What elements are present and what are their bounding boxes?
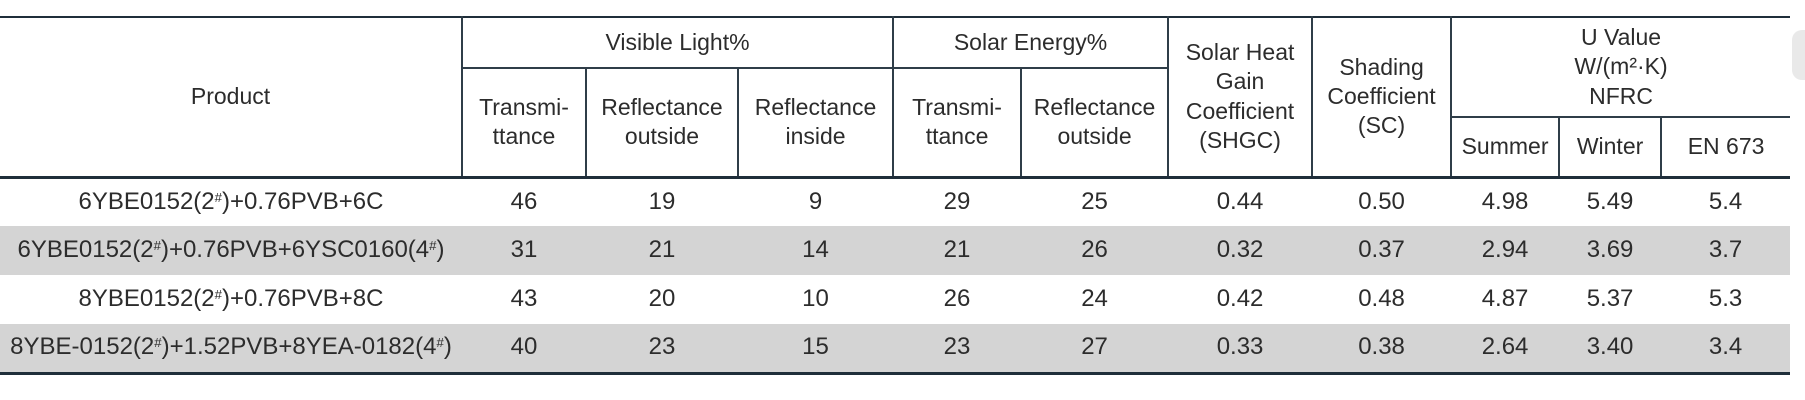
- superscript-hash: #: [436, 335, 444, 351]
- value-cell: 3.69: [1586, 236, 1634, 264]
- table-header: Product Visible Light% Solar Energy% Sol…: [0, 17, 1791, 179]
- value-cell: 0.44: [1216, 187, 1264, 215]
- header-vl-transmittance: Transmi- ttance: [462, 68, 587, 179]
- superscript-hash: #: [214, 189, 222, 205]
- header-shgc: Solar Heat Gain Coefficient (SHGC): [1168, 17, 1314, 179]
- superscript-hash: #: [154, 335, 162, 351]
- value-cell: 43: [510, 285, 538, 313]
- value-cell: 21: [648, 236, 676, 264]
- table-row: 6YBE0152(2#)+0.76PVB+6C 46 19 9 29 25 0.44 0.50…: [0, 177, 1790, 226]
- header-shading-coefficient: Shading Coefficient (SC): [1312, 17, 1453, 179]
- value-cell: 0.37: [1358, 236, 1405, 264]
- value-cell: 29: [943, 187, 971, 215]
- superscript-hash: #: [153, 237, 161, 253]
- value-cell: 0.32: [1216, 236, 1264, 264]
- value-cell: 5.3: [1708, 285, 1743, 313]
- value-cell: 27: [1021, 324, 1169, 375]
- header-se-transmittance: Transmi- ttance: [893, 68, 1023, 179]
- product-cell: 8YBE0152(2#)+0.76PVB+8C: [78, 285, 384, 313]
- value-cell: 0.50: [1358, 187, 1405, 215]
- value-cell: 10: [802, 285, 829, 313]
- table-row: 8YBE0152(2#)+0.76PVB+8C 43 20 10 26 24 0.42 0.4…: [0, 275, 1790, 324]
- value-cell: 5.49: [1586, 187, 1634, 215]
- header-group-u-value: U Value W/(m²·K) NFRC: [1451, 17, 1791, 118]
- value-cell: 46: [510, 187, 538, 215]
- product-cell: 6YBE0152(2#)+0.76PVB+6C: [78, 187, 384, 215]
- value-cell: 24: [1081, 285, 1108, 313]
- header-group-solar-energy: Solar Energy%: [893, 17, 1170, 69]
- product-cell: 6YBE0152(2#)+0.76PVB+6YSC0160(4#): [17, 236, 445, 264]
- value-cell: 2.94: [1481, 236, 1529, 264]
- page-corner-decoration: [1792, 30, 1805, 80]
- value-cell: 23: [586, 324, 738, 375]
- value-cell: 5.4: [1708, 187, 1743, 215]
- value-cell: 0.42: [1216, 285, 1264, 313]
- table-row: 8YBE-0152(2#)+1.52PVB+8YEA-0182(4#) 40 23 1…: [0, 324, 1791, 375]
- value-cell: 26: [943, 285, 971, 313]
- value-cell: 4.87: [1481, 285, 1529, 313]
- glass-spec-table: Product Visible Light% Solar Energy% Sol…: [0, 16, 1791, 375]
- value-cell: 31: [510, 236, 538, 264]
- header-vl-reflectance-outside: Reflectance outside: [586, 68, 739, 179]
- header-se-reflectance-outside: Reflectance outside: [1021, 68, 1170, 179]
- value-cell: 3.4: [1661, 324, 1791, 375]
- header-u-en673: EN 673: [1661, 117, 1791, 179]
- value-cell: 15: [738, 324, 894, 375]
- value-cell: 3.40: [1559, 324, 1662, 375]
- value-cell: 19: [648, 187, 676, 215]
- value-cell: 3.7: [1708, 236, 1743, 264]
- value-cell: 5.37: [1586, 285, 1634, 313]
- value-cell: 0.33: [1168, 324, 1313, 375]
- value-cell: 20: [648, 285, 676, 313]
- product-cell: 8YBE-0152(2#)+1.52PVB+8YEA-0182(4#): [0, 324, 462, 375]
- header-vl-reflectance-inside: Reflectance inside: [738, 68, 895, 179]
- value-cell: 23: [893, 324, 1022, 375]
- value-cell: 2.64: [1451, 324, 1560, 375]
- table-body: 6YBE0152(2#)+0.76PVB+6C 46 19 9 29 25 0.44 0.50…: [0, 177, 1791, 375]
- superscript-hash: #: [429, 237, 437, 253]
- value-cell: 0.48: [1358, 285, 1405, 313]
- value-cell: 26: [1081, 236, 1108, 264]
- value-cell: 4.98: [1481, 187, 1529, 215]
- value-cell: 14: [802, 236, 829, 264]
- value-cell: 25: [1081, 187, 1108, 215]
- value-cell: 9: [808, 187, 823, 215]
- header-group-visible-light: Visible Light%: [462, 17, 895, 69]
- superscript-hash: #: [214, 286, 222, 302]
- value-cell: 21: [943, 236, 971, 264]
- header-u-winter: Winter: [1559, 117, 1663, 179]
- header-product: Product: [0, 17, 463, 179]
- table-row: 6YBE0152(2#)+0.76PVB+6YSC0160(4#) 31 21 14 2…: [0, 226, 1791, 275]
- value-cell: 0.38: [1312, 324, 1452, 375]
- header-u-summer: Summer: [1451, 117, 1561, 179]
- value-cell: 40: [462, 324, 586, 375]
